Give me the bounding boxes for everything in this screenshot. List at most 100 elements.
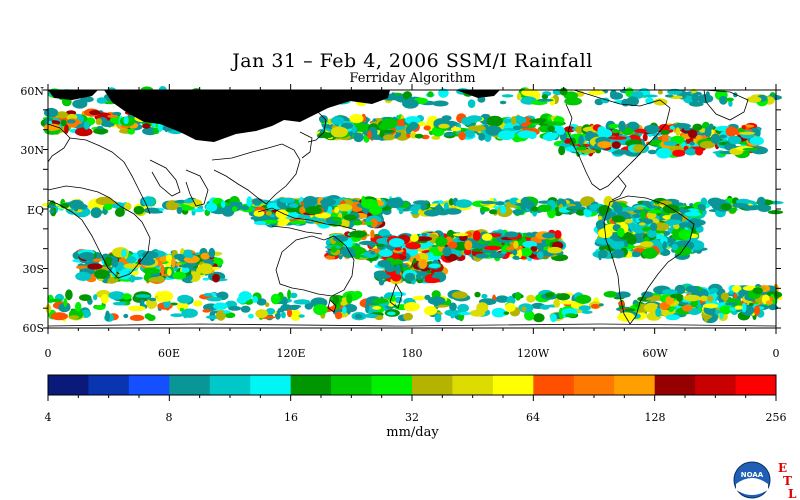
rain-cell xyxy=(663,141,678,146)
rain-cell xyxy=(658,200,673,206)
rain-cell xyxy=(483,245,502,251)
rain-cell xyxy=(634,128,647,134)
rain-cell xyxy=(270,293,281,305)
rain-cell xyxy=(95,196,113,206)
rain-cell xyxy=(524,310,535,321)
rain-cell xyxy=(142,267,161,275)
rain-cell xyxy=(412,200,429,205)
rain-cell xyxy=(472,230,481,241)
rain-cell xyxy=(181,308,198,318)
rain-cell xyxy=(739,131,755,135)
rain-cell xyxy=(644,302,659,313)
rain-cell xyxy=(213,302,228,310)
rain-cell xyxy=(563,91,579,100)
colorbar-swatch xyxy=(88,375,130,395)
rain-cell xyxy=(378,249,393,257)
rain-cell xyxy=(192,208,205,213)
rain-cell xyxy=(193,300,203,307)
rain-cell xyxy=(265,211,272,216)
rain-cell xyxy=(647,229,657,238)
rain-cell xyxy=(313,304,328,316)
rain-cell xyxy=(421,232,428,237)
rain-cell xyxy=(428,263,441,269)
rain-cell xyxy=(479,207,490,212)
rain-cell xyxy=(253,221,267,225)
lon-label-120e: 120E xyxy=(276,347,305,360)
rain-cell xyxy=(674,284,686,295)
rain-cell xyxy=(450,313,455,319)
rain-cell xyxy=(157,290,174,302)
rain-cell xyxy=(565,313,577,318)
colorbar-swatch xyxy=(412,375,453,395)
rain-cell xyxy=(720,292,730,301)
rain-cell xyxy=(691,92,699,103)
rain-cell xyxy=(647,149,658,155)
rain-cell xyxy=(728,290,734,295)
rain-cell xyxy=(543,246,548,251)
rain-cell xyxy=(342,306,347,315)
rain-cell xyxy=(80,96,94,103)
rain-cell xyxy=(748,302,754,307)
rain-cell xyxy=(611,141,621,149)
rain-cell xyxy=(538,125,549,133)
rain-cell xyxy=(107,114,118,118)
rain-cell xyxy=(559,300,577,305)
rain-cell xyxy=(330,246,337,253)
rain-cell xyxy=(665,314,680,321)
rain-cell xyxy=(640,209,646,220)
rain-cell xyxy=(521,306,527,312)
rain-cell xyxy=(183,199,194,204)
lat-label-eq: EQ xyxy=(27,204,44,217)
rain-cell xyxy=(504,231,519,238)
rain-cell xyxy=(530,206,539,212)
lat-label-60n: 60N xyxy=(20,85,44,98)
rain-cell xyxy=(437,203,442,213)
rain-cell xyxy=(141,251,159,259)
rain-cell xyxy=(368,205,383,215)
rain-cell xyxy=(224,312,236,319)
rain-cell xyxy=(228,306,242,311)
rain-cell xyxy=(203,293,213,297)
rain-cell xyxy=(626,96,639,107)
rain-cell xyxy=(358,240,376,246)
rain-cell xyxy=(367,130,372,140)
rain-cell xyxy=(547,125,556,132)
rain-cell xyxy=(674,246,692,256)
rain-cell xyxy=(123,116,129,125)
rain-cell xyxy=(429,252,434,258)
rain-cell xyxy=(665,296,675,305)
no-data-region xyxy=(48,90,500,142)
rain-cell xyxy=(85,254,94,262)
rain-cell xyxy=(232,206,238,212)
rain-cell xyxy=(500,205,507,214)
rain-cell xyxy=(290,292,298,299)
rain-cell xyxy=(632,223,647,234)
colorbar-label-32: 32 xyxy=(405,411,419,424)
rain-cell xyxy=(386,197,405,209)
rain-cell xyxy=(76,265,89,270)
rain-cell xyxy=(118,270,129,275)
rain-cell xyxy=(599,207,607,216)
rain-cell xyxy=(664,94,674,98)
colorbar-swatch xyxy=(654,375,696,395)
rain-cell xyxy=(738,289,746,297)
rain-cell xyxy=(505,246,523,251)
rain-cell xyxy=(506,295,516,305)
rain-cell xyxy=(457,303,469,313)
rain-cell xyxy=(280,311,286,319)
rain-cell xyxy=(683,127,691,131)
rain-cell xyxy=(108,291,125,300)
rain-cell xyxy=(537,98,554,102)
rain-cell xyxy=(89,110,101,116)
rain-cell xyxy=(478,132,486,141)
rain-cell xyxy=(491,307,506,318)
colorbar-swatch xyxy=(533,375,575,395)
rain-cell xyxy=(665,219,682,225)
rain-cell xyxy=(334,206,340,214)
rain-cell xyxy=(719,134,727,139)
rain-cell xyxy=(536,251,544,260)
rain-cell xyxy=(370,251,376,255)
rain-cell xyxy=(135,294,151,298)
rain-cell xyxy=(517,130,534,139)
rain-cell xyxy=(530,246,538,252)
